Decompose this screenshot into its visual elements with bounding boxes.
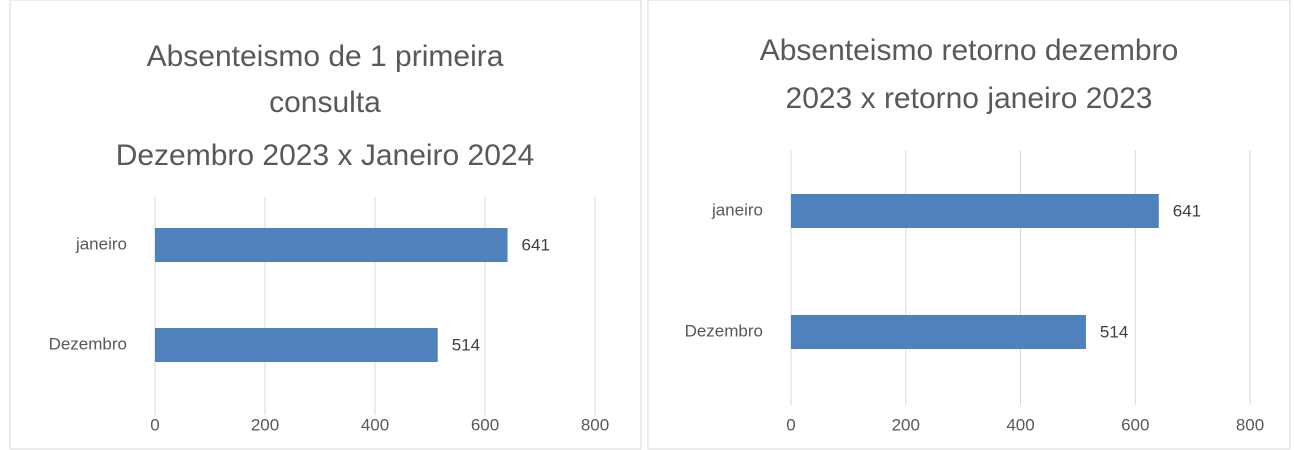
data-label: 514 [1100,322,1128,341]
x-tick-label: 800 [581,415,609,434]
chart-panel [9,0,642,450]
bar [155,228,508,262]
x-tick-label: 0 [150,415,159,434]
y-tick-label: janeiro [711,200,763,219]
y-tick-label: Dezembro [49,334,127,353]
x-tick-label: 200 [892,415,920,434]
x-tick-label: 0 [786,415,795,434]
y-tick-label: janeiro [75,234,127,253]
chart-title: Dezembro 2023 x Janeiro 2024 [116,139,535,172]
bar [791,194,1159,228]
x-tick-label: 400 [1006,415,1034,434]
chart-title: Absenteismo retorno dezembro [760,34,1179,67]
chart-title: 2023 x retorno janeiro 2023 [786,82,1153,115]
y-tick-label: Dezembro [685,321,763,340]
bar [791,315,1086,349]
x-tick-label: 600 [1121,415,1149,434]
data-label: 514 [452,335,480,354]
data-label: 641 [1173,201,1201,220]
x-tick-label: 600 [471,415,499,434]
x-tick-label: 400 [361,415,389,434]
chart-title: Absenteismo de 1 primeira [147,40,504,73]
chart-title: consulta [269,86,381,119]
bar [155,328,438,362]
data-label: 641 [522,235,550,254]
x-tick-label: 200 [251,415,279,434]
x-tick-label: 800 [1236,415,1264,434]
